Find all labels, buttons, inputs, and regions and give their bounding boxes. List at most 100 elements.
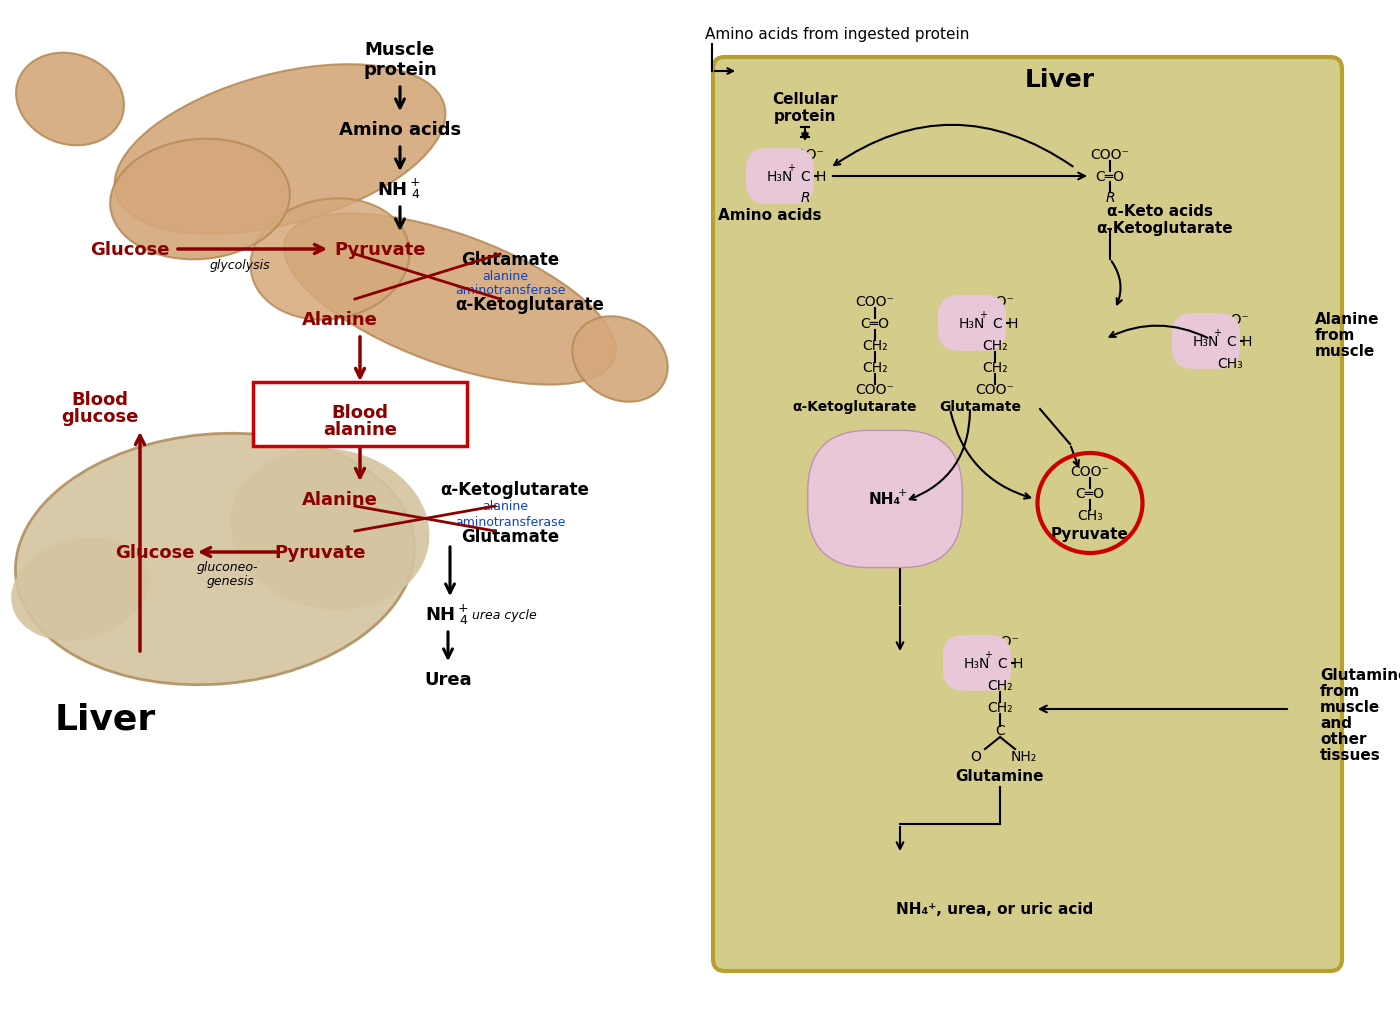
Text: C: C: [1226, 334, 1236, 348]
Ellipse shape: [573, 317, 668, 403]
Text: CH₂: CH₂: [987, 700, 1012, 714]
Text: glycolysis: glycolysis: [210, 258, 270, 271]
Text: NH₄: NH₄: [869, 492, 902, 507]
Text: C: C: [997, 656, 1007, 671]
Text: Pyruvate: Pyruvate: [335, 240, 426, 259]
Text: α-Keto acids: α-Keto acids: [1107, 204, 1212, 219]
Text: 4: 4: [412, 189, 419, 202]
Text: urea cycle: urea cycle: [472, 609, 536, 622]
Text: COO⁻: COO⁻: [980, 635, 1019, 648]
Text: O: O: [970, 749, 981, 763]
Text: α-Ketoglutarate: α-Ketoglutarate: [441, 481, 589, 498]
Ellipse shape: [15, 434, 414, 685]
Text: COO⁻: COO⁻: [1211, 313, 1249, 327]
Text: COO⁻: COO⁻: [976, 294, 1015, 309]
Text: H: H: [1242, 334, 1252, 348]
Text: CH₂: CH₂: [987, 679, 1012, 692]
Text: +: +: [787, 163, 795, 173]
Text: aminotransferase: aminotransferase: [455, 515, 566, 528]
Text: aminotransferase: aminotransferase: [455, 283, 566, 297]
Text: Glucose: Glucose: [115, 543, 195, 561]
Text: Glutamate: Glutamate: [461, 251, 559, 269]
Text: R: R: [1105, 191, 1114, 205]
Text: Pyruvate: Pyruvate: [274, 543, 365, 561]
Text: CH₂: CH₂: [862, 338, 888, 353]
Text: Muscle: Muscle: [365, 41, 435, 59]
Text: CH₂: CH₂: [862, 361, 888, 375]
Text: alanine: alanine: [482, 500, 528, 513]
Text: R: R: [801, 191, 809, 205]
Text: other: other: [1320, 731, 1366, 746]
Text: 4: 4: [459, 612, 468, 626]
Ellipse shape: [11, 538, 148, 641]
Text: Urea: Urea: [424, 671, 472, 688]
Text: Pyruvate: Pyruvate: [1051, 527, 1128, 542]
Text: α-Ketoglutarate: α-Ketoglutarate: [792, 399, 917, 414]
Text: NH₂: NH₂: [1011, 749, 1037, 763]
Text: C: C: [995, 723, 1005, 738]
Text: H₃N: H₃N: [959, 317, 986, 331]
Text: Amino acids: Amino acids: [339, 121, 461, 139]
Text: muscle: muscle: [1315, 344, 1375, 359]
Text: Amino acids from ingested protein: Amino acids from ingested protein: [706, 28, 969, 43]
Text: C: C: [801, 170, 809, 183]
Text: H: H: [816, 170, 826, 183]
Text: Glutamate: Glutamate: [939, 399, 1021, 414]
Text: +: +: [979, 310, 987, 320]
Text: and: and: [1320, 714, 1352, 730]
Text: from: from: [1315, 328, 1355, 343]
Text: COO⁻: COO⁻: [855, 382, 895, 396]
Text: α-Ketoglutarate: α-Ketoglutarate: [455, 296, 605, 314]
Text: +: +: [410, 176, 420, 190]
Text: gluconeo-: gluconeo-: [196, 560, 258, 574]
Text: Amino acids: Amino acids: [718, 207, 822, 222]
Text: CH₃: CH₃: [1077, 508, 1103, 523]
FancyBboxPatch shape: [713, 58, 1343, 971]
Text: +: +: [984, 649, 993, 659]
Text: Liver: Liver: [55, 702, 155, 737]
Ellipse shape: [284, 214, 616, 385]
Text: Alanine: Alanine: [1315, 312, 1379, 327]
Text: Blood: Blood: [332, 404, 389, 422]
Text: +: +: [458, 601, 469, 613]
Text: NH: NH: [426, 605, 455, 624]
Text: C═O: C═O: [1075, 486, 1105, 500]
Text: COO⁻: COO⁻: [976, 382, 1015, 396]
Text: alanine: alanine: [323, 421, 398, 438]
Text: tissues: tissues: [1320, 747, 1380, 762]
FancyBboxPatch shape: [253, 382, 468, 446]
Ellipse shape: [251, 199, 409, 320]
Text: NH: NH: [377, 180, 407, 199]
Text: CH₃: CH₃: [1217, 357, 1243, 371]
Text: CH₂: CH₂: [983, 338, 1008, 353]
Text: glucose: glucose: [62, 408, 139, 426]
Text: C═O: C═O: [1095, 170, 1124, 183]
Text: from: from: [1320, 683, 1361, 698]
Text: genesis: genesis: [206, 575, 253, 588]
Text: Liver: Liver: [1025, 68, 1095, 92]
Text: H: H: [1008, 317, 1018, 331]
Ellipse shape: [231, 449, 430, 610]
Ellipse shape: [15, 54, 125, 146]
Text: Blood: Blood: [71, 390, 129, 409]
Text: NH₄⁺, urea, or uric acid: NH₄⁺, urea, or uric acid: [896, 902, 1093, 917]
Text: protein: protein: [363, 61, 437, 78]
Text: Alanine: Alanine: [302, 490, 378, 508]
Text: COO⁻: COO⁻: [855, 294, 895, 309]
Text: H₃N: H₃N: [767, 170, 794, 183]
Text: H₃N: H₃N: [1193, 334, 1219, 348]
Text: C═O: C═O: [861, 317, 889, 331]
Text: α-Ketoglutarate: α-Ketoglutarate: [1096, 220, 1233, 235]
Text: H: H: [1012, 656, 1023, 671]
Text: muscle: muscle: [1320, 699, 1380, 713]
Text: Alanine: Alanine: [302, 311, 378, 329]
Text: protein: protein: [774, 108, 836, 123]
Text: Glucose: Glucose: [90, 240, 169, 259]
Text: +: +: [1212, 328, 1221, 337]
Text: COO⁻: COO⁻: [1091, 148, 1130, 162]
Text: +: +: [897, 487, 907, 497]
Text: Cellular: Cellular: [773, 93, 837, 107]
Text: Glutamine: Glutamine: [1320, 666, 1400, 682]
Text: Glutamate: Glutamate: [461, 528, 559, 545]
Text: H₃N: H₃N: [963, 656, 990, 671]
